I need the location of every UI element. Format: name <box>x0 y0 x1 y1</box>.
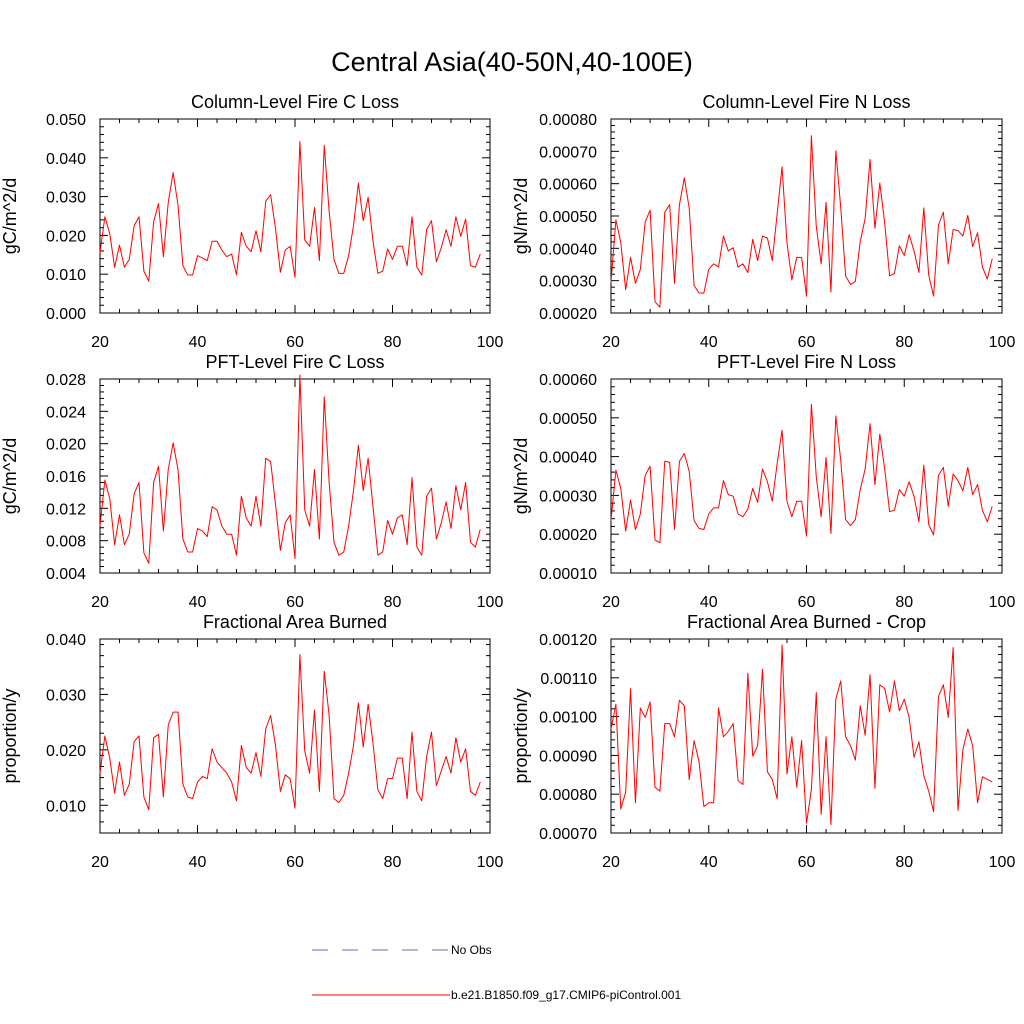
x-tick-label: 40 <box>189 594 207 611</box>
x-tick-label: 80 <box>895 334 913 351</box>
x-tick-label: 100 <box>477 594 504 611</box>
x-tick-label: 80 <box>895 854 913 871</box>
legend: No Obs b.e21.B1850.f09_g17.CMIP6-piContro… <box>312 943 681 1002</box>
y-tick-label: 0.050 <box>46 112 86 129</box>
series-line <box>99 141 481 282</box>
x-tick-label: 60 <box>798 854 816 871</box>
y-tick-label: 0.030 <box>46 687 86 704</box>
y-tick-label: 0.00010 <box>539 566 597 583</box>
y-tick-label: 0.024 <box>46 404 86 421</box>
x-tick-label: 100 <box>477 854 504 871</box>
series-line <box>610 644 993 825</box>
y-tick-label: 0.040 <box>46 151 86 168</box>
y-tick-label: 0.00070 <box>539 144 597 161</box>
panel-5: Fractional Area Burned proportion/y 20 40 60… <box>0 612 503 871</box>
panel-title: Fractional Area Burned <box>203 612 387 632</box>
y-tick-label: 0.020 <box>46 228 86 245</box>
y-tick-label: 0.00110 <box>540 671 597 688</box>
x-tick-label: 60 <box>286 854 304 871</box>
y-axis-label: gN/m^2/d <box>511 178 531 254</box>
y-tick-label: 0.040 <box>46 632 86 649</box>
x-tick-label: 60 <box>798 334 816 351</box>
series-line <box>99 654 481 811</box>
y-tick-label: 0.00090 <box>539 748 597 765</box>
x-tick-label: 40 <box>700 334 718 351</box>
x-tick-label: 20 <box>602 854 620 871</box>
y-tick-label: 0.00030 <box>539 274 597 291</box>
x-tick-label: 40 <box>189 854 207 871</box>
legend-label: b.e21.B1850.f09_g17.CMIP6-piControl.001 <box>451 988 681 1002</box>
y-tick-label: 0.00040 <box>539 241 597 258</box>
panel-3: PFT-Level Fire C Loss gC/m^2/d 20 40 60 80 100… <box>0 352 503 611</box>
y-axis-label: gC/m^2/d <box>0 438 20 514</box>
series-line <box>99 374 481 564</box>
legend-label: No Obs <box>451 943 492 957</box>
y-axis-label: gC/m^2/d <box>0 178 20 254</box>
y-tick-label: 0.00100 <box>539 710 597 727</box>
y-tick-label: 0.00020 <box>539 527 597 544</box>
x-tick-label: 20 <box>91 854 109 871</box>
x-tick-label: 20 <box>91 594 109 611</box>
y-tick-label: 0.030 <box>46 190 86 207</box>
y-tick-label: 0.000 <box>46 306 86 323</box>
series-line <box>610 135 993 308</box>
y-tick-label: 0.00070 <box>539 826 597 843</box>
y-tick-label: 0.00060 <box>539 177 597 194</box>
x-tick-label: 80 <box>384 594 402 611</box>
panel-title: Fractional Area Burned - Crop <box>687 612 926 632</box>
panel-1: Column-Level Fire C Loss gC/m^2/d 20 40 60 80… <box>0 92 503 351</box>
y-axis-label: proportion/y <box>0 688 20 783</box>
x-tick-label: 80 <box>384 854 402 871</box>
y-tick-label: 0.00080 <box>539 112 597 129</box>
panel-title: PFT-Level Fire C Loss <box>205 352 384 372</box>
figure-title: Central Asia(40-50N,40-100E) <box>331 47 693 77</box>
y-tick-label: 0.00030 <box>539 488 597 505</box>
y-tick-label: 0.028 <box>46 372 86 389</box>
x-tick-label: 100 <box>989 334 1016 351</box>
y-tick-label: 0.004 <box>46 566 86 583</box>
x-tick-label: 20 <box>91 334 109 351</box>
y-tick-label: 0.00120 <box>539 632 597 649</box>
panel-6: Fractional Area Burned - Crop proportion/… <box>511 612 1015 871</box>
y-tick-label: 0.008 <box>46 534 86 551</box>
y-tick-label: 0.00050 <box>539 209 597 226</box>
x-tick-label: 60 <box>286 594 304 611</box>
panel-title: PFT-Level Fire N Loss <box>717 352 896 372</box>
y-tick-label: 0.016 <box>46 469 86 486</box>
y-tick-label: 0.00020 <box>539 306 597 323</box>
y-axis-label: proportion/y <box>511 688 531 783</box>
panel-title: Column-Level Fire N Loss <box>702 92 910 112</box>
x-tick-label: 80 <box>895 594 913 611</box>
y-tick-label: 0.020 <box>46 743 86 760</box>
x-tick-label: 40 <box>189 334 207 351</box>
y-tick-label: 0.00050 <box>539 411 597 428</box>
panel-2: Column-Level Fire N Loss gN/m^2/d 20 40 60 80… <box>511 92 1015 351</box>
x-tick-label: 100 <box>989 854 1016 871</box>
y-tick-label: 0.00040 <box>539 450 597 467</box>
y-axis-label: gN/m^2/d <box>511 438 531 514</box>
y-tick-label: 0.00060 <box>539 372 597 389</box>
x-tick-label: 20 <box>602 334 620 351</box>
y-tick-label: 0.010 <box>46 267 86 284</box>
panels: Column-Level Fire C Loss gC/m^2/d 20 40 60 80… <box>0 92 1015 871</box>
panel-4: PFT-Level Fire N Loss gN/m^2/d 20 40 60 80 100… <box>511 352 1015 611</box>
x-tick-label: 100 <box>989 594 1016 611</box>
x-tick-label: 80 <box>384 334 402 351</box>
y-tick-label: 0.020 <box>46 437 86 454</box>
y-tick-label: 0.00080 <box>539 787 597 804</box>
plot-frame <box>610 638 1003 834</box>
plot-frame <box>610 378 1003 574</box>
y-tick-label: 0.010 <box>46 798 86 815</box>
x-tick-label: 20 <box>602 594 620 611</box>
x-tick-label: 40 <box>700 854 718 871</box>
x-tick-label: 40 <box>700 594 718 611</box>
x-tick-label: 60 <box>286 334 304 351</box>
y-tick-label: 0.012 <box>46 501 86 518</box>
series-line <box>610 403 993 544</box>
x-tick-label: 100 <box>477 334 504 351</box>
plot-frame <box>99 118 491 314</box>
x-tick-label: 60 <box>798 594 816 611</box>
panel-title: Column-Level Fire C Loss <box>191 92 399 112</box>
